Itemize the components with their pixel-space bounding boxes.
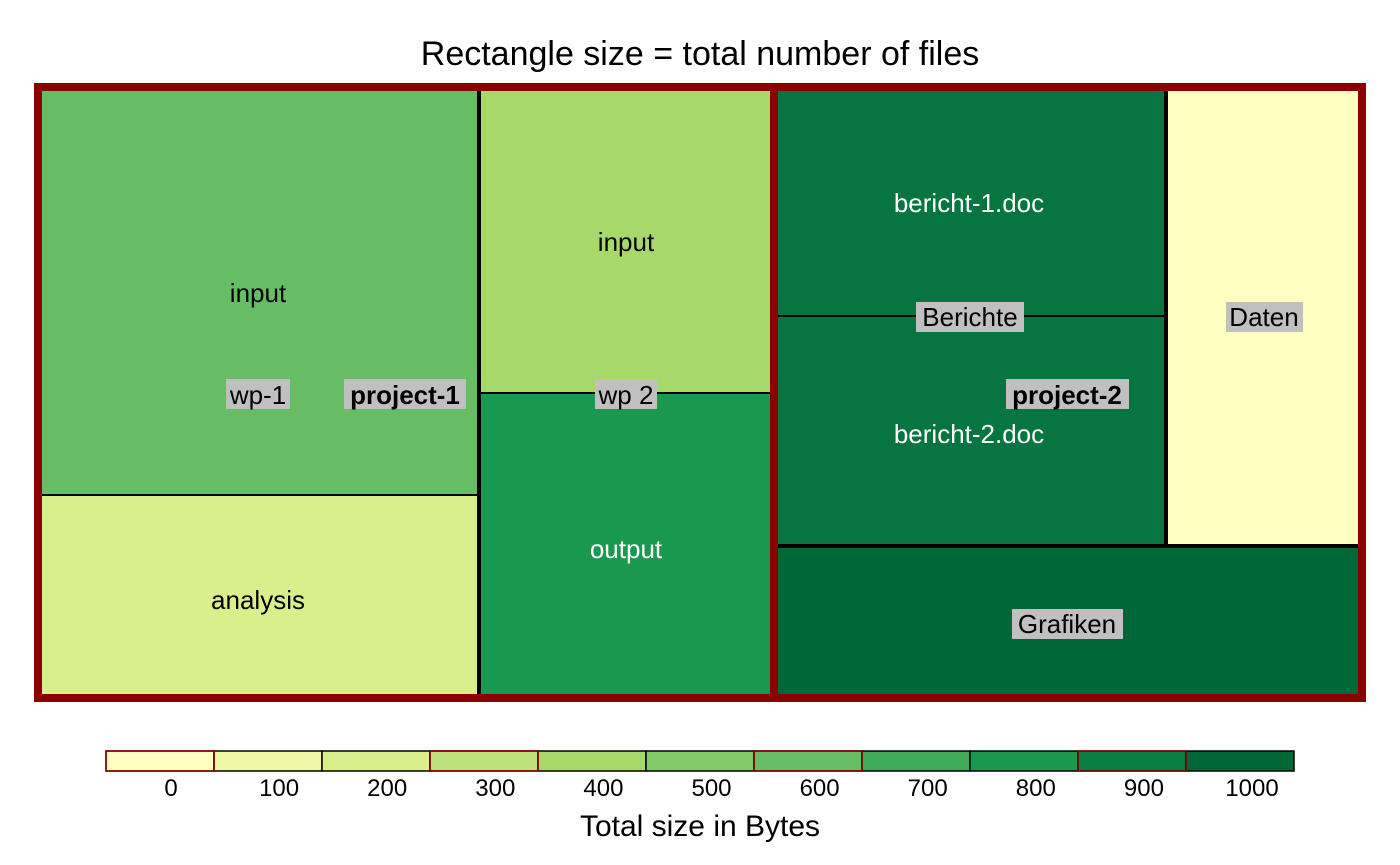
label-project1: project-1 <box>350 380 460 410</box>
treemap-leaves <box>37 86 1363 699</box>
chart-title: Rectangle size = total number of files <box>421 35 979 73</box>
legend-swatch-accent-border <box>429 750 539 772</box>
legend-tick-label: 600 <box>800 775 840 802</box>
legend-tick-label: 300 <box>475 775 515 802</box>
label-project2: project-2 <box>1012 380 1122 410</box>
group-labels: wp-1 wp 2 Berichte Daten Grafiken <box>226 302 1303 639</box>
label-bg-grafiken <box>1012 609 1123 639</box>
label-bg-wp2 <box>595 379 657 409</box>
legend-tick-label: 900 <box>1124 775 1164 802</box>
label-berichte: Berichte <box>922 302 1017 332</box>
label-bg-wp1 <box>226 379 290 409</box>
label-bg-daten <box>1226 302 1303 332</box>
legend: 0 100 200 300 400 500 600 700 800 900 1000 <box>105 750 1295 802</box>
label-p1-wp2-output: output <box>590 534 663 564</box>
legend-swatch-1000 <box>1185 750 1295 772</box>
legend-swatch-accent-border <box>1077 750 1187 772</box>
legend-tick-label: 500 <box>691 775 731 802</box>
label-grafiken: Grafiken <box>1018 609 1116 639</box>
legend-swatch-100 <box>213 750 323 772</box>
legend-swatch-200 <box>321 750 431 772</box>
legend-tick-label: 400 <box>583 775 623 802</box>
legend-tick-label: 800 <box>1016 775 1056 802</box>
legend-swatch-600 <box>753 750 863 772</box>
project-borders <box>34 83 1366 702</box>
label-bg-berichte <box>916 302 1024 332</box>
label-p2-bericht2: bericht-2.doc <box>894 419 1044 449</box>
label-bg-project2 <box>1006 379 1129 409</box>
legend-title: Total size in Bytes <box>580 810 820 843</box>
legend-tick-label: 0 <box>164 775 177 802</box>
leaf-p1-wp2-output[interactable] <box>478 392 774 699</box>
legend-swatch-300 <box>429 750 539 772</box>
legend-tick-label: 200 <box>367 775 407 802</box>
legend-tick-label: 100 <box>259 775 299 802</box>
legend-swatch-accent-border <box>105 750 215 772</box>
label-p1-wp1-input: input <box>230 278 287 308</box>
leaf-p1-wp1-analysis[interactable] <box>37 494 480 699</box>
leaf-p2-berichte-bericht2[interactable] <box>774 315 1167 547</box>
leaf-p1-wp1-input[interactable] <box>37 86 480 496</box>
project-border-2 <box>770 83 1366 702</box>
label-p1-wp1-analysis: analysis <box>211 585 305 615</box>
legend-tick-label: 1000 <box>1225 775 1278 802</box>
label-p2-bericht1: bericht-1.doc <box>894 188 1044 218</box>
label-bg-project1 <box>344 379 466 409</box>
label-daten: Daten <box>1229 302 1298 332</box>
legend-swatch-700 <box>861 750 971 772</box>
legend-swatch-900 <box>1077 750 1187 772</box>
legend-tick-label: 700 <box>908 775 948 802</box>
leaf-p2-berichte-bericht1[interactable] <box>774 86 1167 317</box>
leaf-labels: input analysis input output bericht-1.do… <box>211 188 1044 615</box>
legend-swatch-800 <box>969 750 1079 772</box>
label-p1-wp2-input: input <box>598 227 655 257</box>
legend-swatch-accent-border <box>753 750 863 772</box>
legend-swatch-0 <box>105 750 215 772</box>
label-wp1: wp-1 <box>229 380 286 410</box>
legend-swatch-400 <box>537 750 647 772</box>
label-wp2: wp 2 <box>598 380 654 410</box>
legend-swatch-500 <box>645 750 755 772</box>
project-labels: project-1 project-2 <box>344 379 1129 410</box>
